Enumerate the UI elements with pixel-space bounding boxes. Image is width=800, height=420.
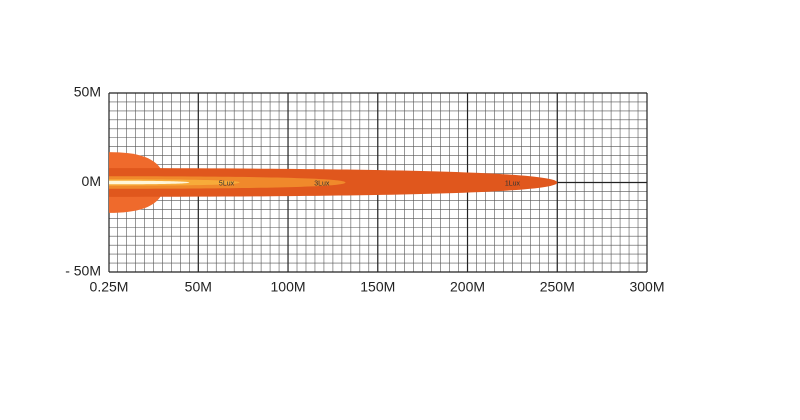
x-tick-label: 150M: [360, 279, 395, 295]
y-tick-label: 50M: [74, 84, 101, 100]
x-tick-label: 0.25M: [90, 279, 129, 295]
zone-label: 3Lux: [314, 180, 330, 187]
x-tick-label: 200M: [450, 279, 485, 295]
y-tick-label: 0M: [82, 173, 101, 189]
x-tick-label: 50M: [185, 279, 212, 295]
x-tick-label: 300M: [629, 279, 664, 295]
x-tick-label: 250M: [540, 279, 575, 295]
y-tick-label: - 50M: [65, 263, 101, 279]
x-tick-label: 100M: [271, 279, 306, 295]
beam-zone: [109, 180, 190, 185]
zone-label: 5Lux: [219, 180, 235, 187]
zone-label: 1Lux: [505, 180, 521, 187]
